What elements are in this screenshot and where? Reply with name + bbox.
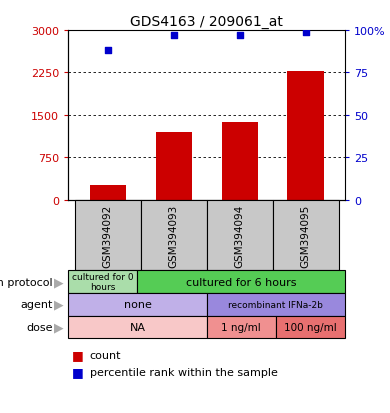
Text: GSM394094: GSM394094: [235, 204, 245, 267]
Text: recombinant IFNa-2b: recombinant IFNa-2b: [229, 300, 323, 309]
Bar: [207, 200, 273, 271]
Text: growth protocol: growth protocol: [0, 277, 53, 287]
Bar: [90, 185, 126, 200]
Bar: [273, 200, 339, 271]
Bar: [68, 316, 207, 339]
Text: GSM394092: GSM394092: [103, 204, 113, 267]
Bar: [68, 271, 137, 293]
Text: ■: ■: [72, 349, 84, 362]
Bar: [207, 293, 345, 316]
Text: ▶: ▶: [54, 298, 63, 311]
Text: ▶: ▶: [54, 321, 63, 334]
Text: none: none: [124, 299, 151, 310]
Bar: [156, 133, 192, 200]
Bar: [141, 200, 207, 271]
Bar: [287, 71, 324, 200]
Bar: [207, 316, 276, 339]
Bar: [222, 122, 258, 200]
Bar: [75, 200, 141, 271]
Point: [237, 33, 243, 39]
Text: GSM394095: GSM394095: [301, 204, 310, 267]
Point: [303, 29, 309, 36]
Point: [170, 33, 177, 39]
Point: [105, 48, 111, 55]
Text: 100 ng/ml: 100 ng/ml: [284, 322, 337, 332]
Bar: [137, 271, 345, 293]
Text: NA: NA: [129, 322, 145, 332]
Text: ▶: ▶: [54, 275, 63, 288]
Text: 1 ng/ml: 1 ng/ml: [222, 322, 261, 332]
Title: GDS4163 / 209061_at: GDS4163 / 209061_at: [130, 14, 283, 28]
Text: count: count: [90, 350, 121, 360]
Text: dose: dose: [26, 322, 53, 332]
Text: cultured for 6 hours: cultured for 6 hours: [186, 277, 296, 287]
Text: agent: agent: [20, 299, 53, 310]
Text: cultured for 0
hours: cultured for 0 hours: [72, 272, 134, 292]
Text: GSM394093: GSM394093: [169, 204, 179, 267]
Text: percentile rank within the sample: percentile rank within the sample: [90, 367, 278, 377]
Bar: [68, 293, 207, 316]
Bar: [276, 316, 345, 339]
Text: ■: ■: [72, 365, 84, 378]
